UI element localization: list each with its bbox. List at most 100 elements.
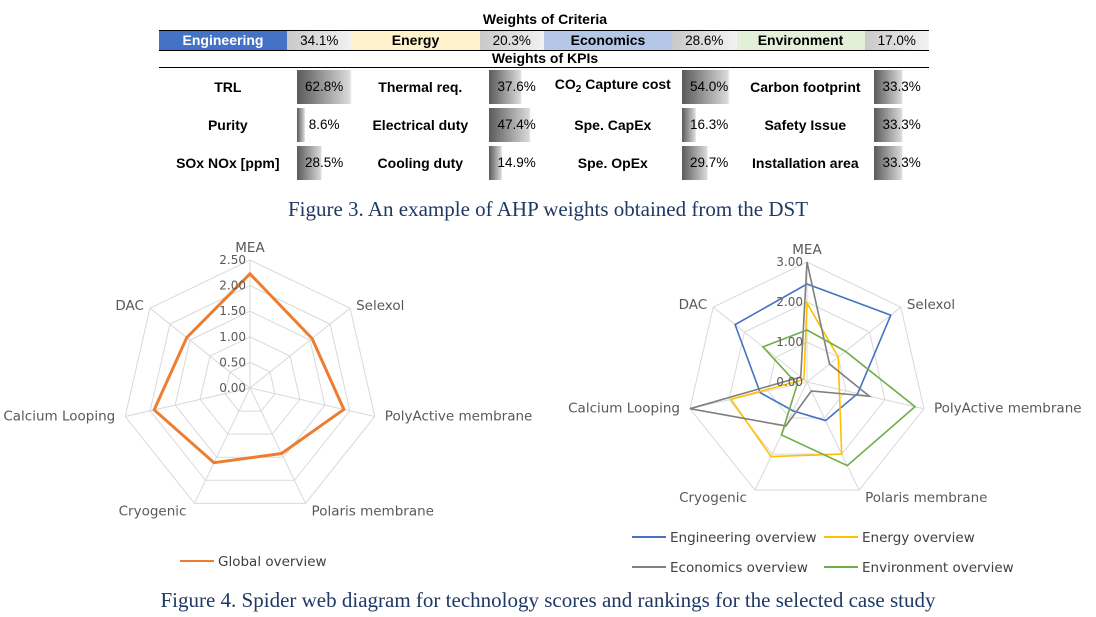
kpi-label: Carbon footprint: [750, 78, 861, 95]
category-label-mea: MEA: [792, 242, 822, 258]
kpi-weight-value: 54.0%: [690, 79, 729, 94]
category-label-polyactive-membrane: PolyActive membrane: [934, 401, 1082, 417]
category-label-cryogenic: Cryogenic: [679, 490, 747, 506]
axis-spoke: [125, 387, 251, 417]
legend-label-environment-overview: Environment overview: [862, 560, 1014, 576]
kpi-weight-value: 37.6%: [497, 79, 536, 94]
kpi-weight-bar: [489, 146, 503, 180]
kpi-row: TRL 62.8% Thermal req. 37.6% CO2 Capture cos…: [159, 68, 929, 106]
kpi-weight-cell: 29.7%: [681, 146, 737, 180]
kpi-weight-bar: [681, 70, 730, 104]
grid-ring: [689, 261, 925, 491]
legend-label-global-overview: Global overview: [218, 554, 327, 570]
kpi-weight-value: 33.3%: [882, 117, 921, 132]
kpi-weight-cell: 28.5%: [296, 146, 352, 180]
kpi-weights-grid: TRL 62.8% Thermal req. 37.6% CO2 Capture cos…: [159, 67, 929, 182]
ahp-weights-table: Weights of Criteria Engineering 34.1% Ener…: [0, 0, 1096, 185]
kpi-weight-cell: 16.3%: [681, 108, 737, 142]
axis-spoke: [806, 306, 902, 383]
kpi-weight-value: 62.8%: [305, 79, 344, 94]
series-line-environment-overview: [761, 329, 917, 467]
kpi-weight-bar: [874, 108, 904, 142]
category-label-calcium-looping: Calcium Looping: [568, 401, 680, 417]
axis-spoke: [194, 387, 251, 504]
kpi-weight-bar: [296, 108, 305, 142]
kpi-label: SOx NOx [ppm]: [176, 154, 280, 171]
criteria-name-engineering: Engineering: [159, 31, 288, 50]
kpi-label: Safety Issue: [764, 116, 847, 133]
grid-ring: [224, 361, 276, 412]
axis-spoke: [249, 387, 306, 504]
figure-4-caption: Figure 4. Spider web diagram for technol…: [160, 588, 936, 612]
kpi-label: Spe. OpEx: [577, 154, 648, 171]
kpi-weight-cell: 8.6%: [296, 108, 352, 142]
grid-ring: [149, 285, 351, 481]
axis-spoke: [754, 381, 808, 491]
kpi-weight-cell: 37.6%: [489, 70, 544, 104]
kpi-label: TRL: [214, 78, 242, 95]
kpi-weight-cell: 33.3%: [874, 108, 929, 142]
kpi-weight-cell: 47.4%: [489, 108, 544, 142]
tick-label: 2.50: [219, 253, 246, 267]
kpi-row: SOx NOx [ppm] 28.5% Cooling duty 14.9% Spe. …: [159, 144, 929, 182]
kpi-weight-bar: [296, 70, 352, 104]
kpi-weight-cell: 62.8%: [296, 70, 352, 104]
kpi-row: Purity 8.6% Electrical duty 47.4% Spe. CapEx…: [159, 106, 929, 144]
criteria-name-energy: Energy: [351, 31, 480, 50]
kpi-weight-value: 14.9%: [497, 155, 536, 170]
grid-ring: [767, 341, 847, 419]
axis-spoke: [712, 306, 808, 383]
kpi-weight-bar: [489, 108, 532, 142]
category-label-mea: MEA: [235, 240, 265, 256]
kpi-label: Thermal req.: [378, 78, 463, 95]
category-label-calcium-looping: Calcium Looping: [3, 408, 115, 424]
kpi-weight-value: 33.3%: [882, 79, 921, 94]
category-label-dac: DAC: [115, 298, 144, 314]
tick-label: 2.00: [219, 279, 246, 293]
tick-label: 2.00: [776, 295, 803, 309]
kpi-weight-value: 29.7%: [690, 155, 729, 170]
kpi-weight-bar: [681, 108, 696, 142]
criteria-weight-economics: 28.6%: [672, 31, 737, 50]
kpi-label: Cooling duty: [377, 154, 464, 171]
criteria-weight-environment: 17.0%: [864, 31, 929, 50]
kpi-weight-bar: [874, 146, 904, 180]
grid-ring: [199, 336, 301, 435]
tick-label: 1.00: [219, 330, 246, 344]
kpi-weight-bar: [296, 146, 322, 180]
criteria-weights-title: Weights of Criteria: [482, 11, 608, 27]
criteria-weight-energy: 20.3%: [479, 31, 544, 50]
category-label-polaris-membrane: Polaris membrane: [865, 490, 987, 506]
kpi-weight-bar: [489, 70, 523, 104]
tick-label: 0.00: [776, 375, 803, 389]
kpi-weight-cell: 33.3%: [874, 70, 929, 104]
legend-label-economics-overview: Economics overview: [670, 560, 808, 576]
kpi-weight-value: 47.4%: [497, 117, 536, 132]
kpi-label: Spe. CapEx: [574, 116, 652, 133]
axis-spoke: [806, 381, 860, 491]
kpi-label: Installation area: [752, 154, 859, 171]
criteria-name-economics: Economics: [544, 31, 673, 50]
tick-label: 1.00: [776, 335, 803, 349]
kpi-weight-value: 28.5%: [305, 155, 344, 170]
kpi-label: CO2 Capture cost: [554, 76, 671, 95]
category-label-cryogenic: Cryogenic: [119, 503, 187, 519]
kpi-weight-value: 16.3%: [690, 117, 729, 132]
category-label-selexol: Selexol: [356, 298, 404, 314]
kpi-weight-cell: 14.9%: [489, 146, 544, 180]
kpi-weight-cell: 54.0%: [681, 70, 737, 104]
axis-spoke: [149, 307, 251, 389]
tick-label: 0.50: [219, 355, 246, 369]
category-label-polyactive-membrane: PolyActive membrane: [385, 408, 533, 424]
criteria-name-environment: Environment: [736, 31, 865, 50]
axis-spoke: [249, 387, 375, 417]
axis-spoke: [249, 307, 351, 389]
series-line-engineering-overview: [734, 283, 892, 422]
series-line-economics-overview: [689, 261, 872, 427]
tick-label: 3.00: [776, 255, 803, 269]
tick-label: 0.00: [219, 381, 246, 395]
legend-label-energy-overview: Energy overview: [862, 530, 975, 546]
legend-label-engineering-overview: Engineering overview: [670, 530, 816, 546]
